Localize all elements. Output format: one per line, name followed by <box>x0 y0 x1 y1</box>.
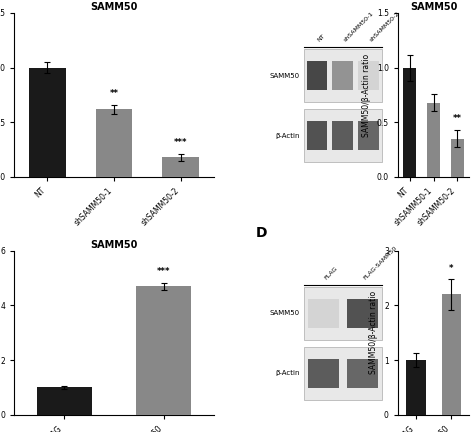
Text: FLAG: FLAG <box>323 265 338 280</box>
FancyBboxPatch shape <box>304 109 382 162</box>
Text: **: ** <box>109 89 118 98</box>
Bar <box>451 139 464 177</box>
FancyBboxPatch shape <box>346 299 378 328</box>
Text: SAMM50: SAMM50 <box>269 311 300 317</box>
Bar <box>427 103 440 177</box>
Text: SAMM50: SAMM50 <box>269 73 300 79</box>
FancyBboxPatch shape <box>304 49 382 102</box>
Text: ***: *** <box>157 267 171 276</box>
FancyBboxPatch shape <box>308 359 339 388</box>
Bar <box>162 157 199 177</box>
FancyBboxPatch shape <box>307 61 327 90</box>
Bar <box>442 295 461 415</box>
FancyBboxPatch shape <box>358 121 379 150</box>
FancyBboxPatch shape <box>358 61 379 90</box>
Text: ***: *** <box>174 138 187 147</box>
Text: D: D <box>256 226 267 240</box>
Y-axis label: SAMM50/β-Actin ratio: SAMM50/β-Actin ratio <box>362 54 371 137</box>
Bar <box>406 360 426 415</box>
Bar <box>403 68 416 177</box>
Text: shSAMM50-1: shSAMM50-1 <box>343 10 375 42</box>
FancyBboxPatch shape <box>332 61 353 90</box>
FancyBboxPatch shape <box>332 121 353 150</box>
Bar <box>36 388 91 415</box>
Text: β-Actin: β-Actin <box>275 133 300 139</box>
FancyBboxPatch shape <box>307 121 327 150</box>
FancyBboxPatch shape <box>346 359 378 388</box>
Title: SAMM50: SAMM50 <box>410 2 457 12</box>
Bar <box>137 286 191 415</box>
Text: β-Actin: β-Actin <box>275 370 300 376</box>
Bar <box>29 68 66 177</box>
Title: SAMM50: SAMM50 <box>91 240 137 250</box>
FancyBboxPatch shape <box>304 287 382 340</box>
Title: SAMM50: SAMM50 <box>91 2 137 12</box>
Y-axis label: SAMM50/β-Actin ratio: SAMM50/β-Actin ratio <box>369 291 378 374</box>
FancyBboxPatch shape <box>308 299 339 328</box>
Text: *: * <box>449 264 454 273</box>
Text: shSAMM50-2: shSAMM50-2 <box>369 10 401 42</box>
FancyBboxPatch shape <box>304 346 382 400</box>
Text: **: ** <box>453 114 462 124</box>
Bar <box>96 109 132 177</box>
Text: FLAG-SAMM50: FLAG-SAMM50 <box>362 245 398 280</box>
Text: B: B <box>256 0 266 2</box>
Text: NT: NT <box>317 33 327 42</box>
